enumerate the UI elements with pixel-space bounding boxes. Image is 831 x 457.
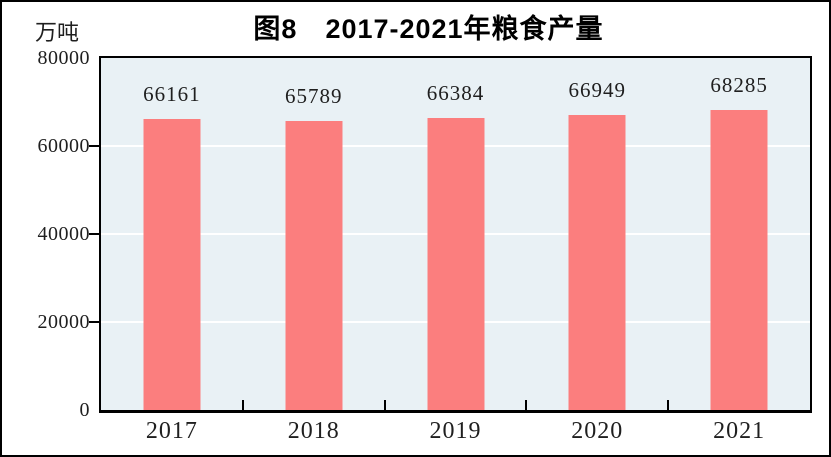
y-axis-tick [89, 233, 99, 235]
x-axis-tick [667, 400, 670, 410]
bar-value-label: 66949 [568, 78, 627, 103]
bar-value-label: 65789 [284, 83, 343, 108]
x-axis-tick [241, 400, 244, 410]
bar-value-label: 66384 [426, 80, 485, 105]
y-axis-tick [89, 145, 99, 147]
x-axis-tick [383, 400, 386, 410]
bar-2021 [710, 109, 768, 410]
bar-2020 [568, 115, 626, 410]
x-axis-label: 2020 [571, 418, 624, 444]
x-axis-label: 2018 [287, 418, 340, 444]
y-axis-tick-label: 0 [79, 399, 90, 421]
bar-2019 [427, 117, 484, 410]
y-axis-tick-label: 80000 [37, 47, 90, 69]
y-axis-tick [89, 321, 99, 323]
x-axis-label: 2017 [145, 418, 198, 444]
x-axis-tick [525, 400, 528, 410]
bar-value-label: 66161 [143, 81, 201, 106]
y-axis-tick-label: 40000 [37, 223, 90, 245]
plot-area: 66161 65789 66384 66949 68285 [99, 56, 812, 413]
x-axis-label: 2019 [429, 418, 482, 444]
y-axis-tick-label: 20000 [37, 311, 90, 333]
chart-title: 图8 2017-2021年粮食产量 [253, 14, 604, 44]
y-axis-unit-label: 万吨 [35, 20, 80, 45]
bar-2017 [143, 118, 201, 410]
y-axis-tick-label: 60000 [37, 135, 90, 157]
bar-value-label: 68285 [710, 72, 768, 97]
x-axis-label: 2021 [713, 418, 766, 444]
bar-2018 [285, 120, 343, 410]
